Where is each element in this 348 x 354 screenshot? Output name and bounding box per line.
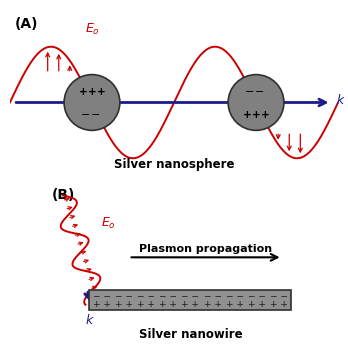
Text: − −: − − [159, 292, 177, 301]
Text: − −: − − [115, 292, 133, 301]
Text: + +: + + [248, 300, 266, 309]
Text: − −: − − [137, 292, 155, 301]
Text: +: + [88, 87, 96, 97]
Text: +: + [243, 110, 251, 120]
Text: + +: + + [181, 300, 199, 309]
Text: −: − [81, 110, 90, 120]
Text: +: + [78, 87, 87, 97]
Text: −: − [90, 110, 100, 120]
Text: + +: + + [270, 300, 288, 309]
Text: + +: + + [159, 300, 177, 309]
Text: +: + [252, 110, 260, 120]
Text: − −: − − [226, 292, 244, 301]
Text: − −: − − [181, 292, 199, 301]
Text: + +: + + [93, 300, 111, 309]
Text: (B): (B) [52, 188, 75, 202]
Text: − −: − − [248, 292, 266, 301]
Text: $E_o$: $E_o$ [101, 216, 116, 231]
Text: (A): (A) [15, 17, 38, 31]
Text: k: k [86, 314, 93, 327]
Text: + +: + + [204, 300, 221, 309]
Text: +: + [97, 87, 105, 97]
Text: k: k [337, 95, 344, 107]
Circle shape [64, 75, 120, 130]
Text: +: + [261, 110, 270, 120]
Text: −: − [245, 87, 254, 97]
Text: + +: + + [115, 300, 133, 309]
Text: − −: − − [204, 292, 221, 301]
Text: − −: − − [270, 292, 288, 301]
Text: + +: + + [137, 300, 155, 309]
Bar [89, 290, 291, 310]
Text: $E_o$: $E_o$ [85, 22, 100, 37]
Text: Silver nanosphere: Silver nanosphere [114, 158, 234, 171]
Text: Plasmon propagation: Plasmon propagation [139, 244, 272, 253]
Text: − −: − − [93, 292, 111, 301]
Text: Silver nanowire: Silver nanowire [139, 327, 242, 341]
Circle shape [228, 75, 284, 130]
Text: −: − [255, 87, 264, 97]
Text: + +: + + [226, 300, 244, 309]
